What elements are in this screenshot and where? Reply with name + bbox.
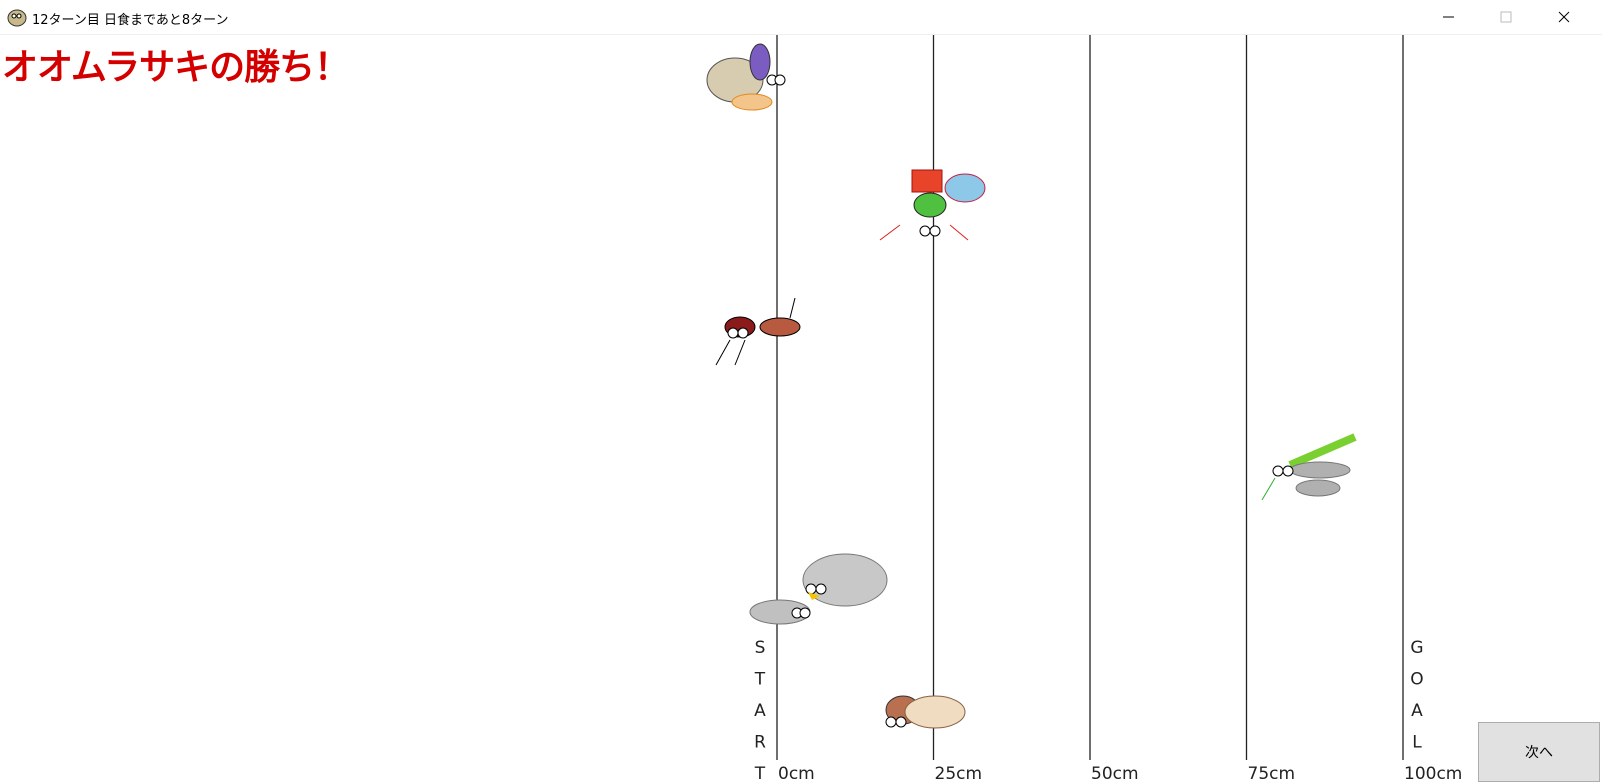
app-icon	[7, 9, 27, 27]
goal-letter: L	[1412, 733, 1422, 753]
distance-label: 50cm	[1091, 764, 1139, 783]
title-bar: 12ターン目 日食まであと8ターン	[0, 0, 1602, 35]
distance-label: 0cm	[778, 764, 815, 783]
start-letter: T	[754, 670, 766, 690]
distance-label: 100cm	[1404, 764, 1462, 783]
insect-ant	[715, 297, 801, 366]
insect-butterfly	[706, 43, 786, 111]
insect-pillbug	[749, 599, 811, 625]
goal-letter: G	[1410, 638, 1423, 658]
next-button[interactable]: 次へ	[1478, 722, 1600, 782]
start-letter: R	[754, 733, 766, 753]
insect-beetle	[879, 169, 986, 241]
close[interactable]	[1558, 11, 1570, 23]
goal-letter: A	[1411, 701, 1423, 721]
insect-isopod	[802, 553, 888, 607]
window-title: 12ターン目 日食まであと8ターン	[32, 13, 229, 28]
goal-letter: O	[1410, 670, 1423, 690]
maximize[interactable]	[1500, 11, 1512, 23]
start-letter: A	[754, 701, 766, 721]
start-letter: T	[754, 764, 766, 783]
distance-label: 75cm	[1248, 764, 1296, 783]
result-heading: オオムラサキの勝ち！	[2, 47, 350, 88]
window-controls[interactable]	[1422, 0, 1602, 34]
insect-cicada	[885, 695, 966, 729]
start-letter: S	[755, 638, 766, 658]
insect-dragonfly	[1261, 433, 1357, 501]
distance-label: 25cm	[935, 764, 983, 783]
